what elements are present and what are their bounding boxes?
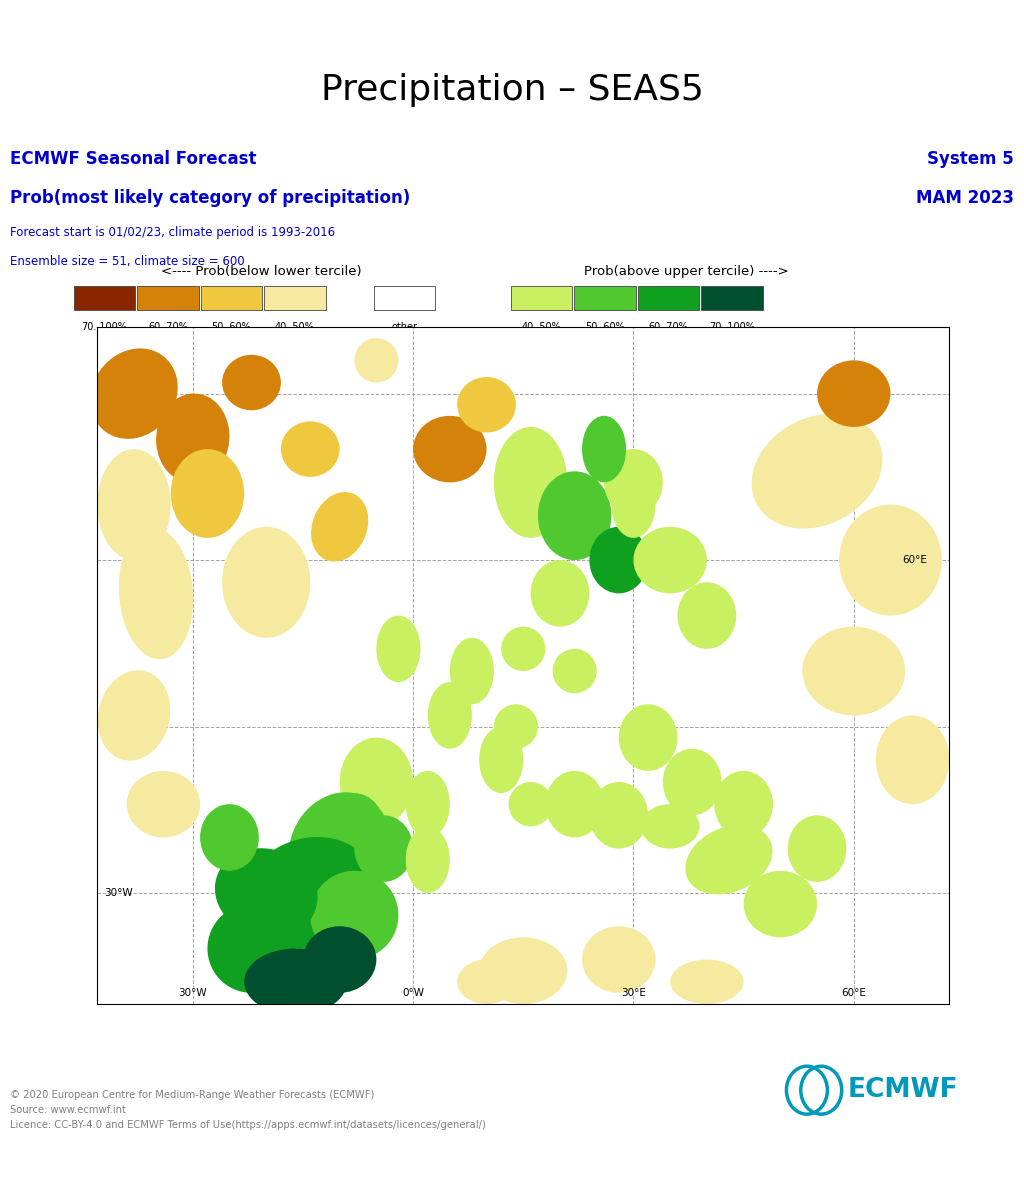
Text: ECMWF: ECMWF (848, 1077, 958, 1103)
Ellipse shape (222, 355, 281, 410)
Text: 30°E: 30°E (621, 988, 646, 998)
Ellipse shape (354, 338, 398, 382)
Ellipse shape (215, 848, 317, 938)
Ellipse shape (538, 471, 611, 561)
Ellipse shape (119, 527, 194, 659)
Ellipse shape (311, 492, 369, 562)
Ellipse shape (479, 937, 567, 1004)
Ellipse shape (156, 393, 229, 483)
Text: 30°W: 30°W (104, 888, 133, 898)
Bar (574, 286, 636, 310)
Ellipse shape (127, 770, 200, 837)
Ellipse shape (340, 738, 413, 827)
Ellipse shape (501, 627, 546, 671)
Bar (264, 286, 326, 310)
Text: other: other (391, 322, 418, 332)
Text: 40..50%: 40..50% (522, 322, 561, 332)
Ellipse shape (281, 422, 340, 477)
Ellipse shape (714, 770, 773, 837)
Text: 50..60%: 50..60% (586, 322, 625, 332)
Ellipse shape (310, 871, 398, 960)
Ellipse shape (479, 726, 523, 793)
Ellipse shape (553, 649, 597, 694)
Ellipse shape (582, 926, 655, 993)
Ellipse shape (743, 871, 817, 937)
Ellipse shape (303, 926, 377, 993)
Ellipse shape (413, 416, 486, 483)
Text: 50..60%: 50..60% (212, 322, 251, 332)
Ellipse shape (582, 416, 626, 483)
Ellipse shape (90, 349, 178, 438)
Ellipse shape (494, 704, 538, 749)
Ellipse shape (787, 816, 847, 882)
Ellipse shape (817, 361, 891, 426)
Text: 40..50%: 40..50% (275, 322, 314, 332)
Text: Ensemble size = 51, climate size = 600: Ensemble size = 51, climate size = 600 (10, 255, 245, 268)
Ellipse shape (494, 426, 567, 538)
Text: 60..70%: 60..70% (649, 322, 688, 332)
Ellipse shape (97, 449, 171, 561)
Ellipse shape (876, 715, 949, 804)
Bar (137, 286, 199, 310)
Text: MAM 2023: MAM 2023 (915, 189, 1014, 207)
Ellipse shape (406, 827, 450, 893)
Ellipse shape (590, 527, 648, 593)
Bar (701, 286, 763, 310)
Text: 60..70%: 60..70% (148, 322, 187, 332)
Ellipse shape (245, 837, 376, 949)
Text: 70..100%: 70..100% (82, 322, 127, 332)
Ellipse shape (678, 582, 736, 649)
Ellipse shape (663, 749, 722, 816)
Ellipse shape (590, 782, 648, 848)
Ellipse shape (641, 804, 699, 848)
Ellipse shape (634, 527, 707, 593)
Ellipse shape (803, 627, 905, 715)
Ellipse shape (530, 561, 590, 627)
Ellipse shape (354, 816, 413, 882)
Bar (511, 286, 572, 310)
Ellipse shape (377, 616, 421, 682)
Text: Prob(above upper tercile) ---->: Prob(above upper tercile) ----> (584, 266, 788, 278)
Text: 70..100%: 70..100% (710, 322, 755, 332)
Ellipse shape (685, 825, 772, 895)
Ellipse shape (604, 449, 663, 515)
Ellipse shape (839, 504, 942, 616)
Ellipse shape (289, 792, 391, 904)
Text: ECMWF Seasonal Forecast: ECMWF Seasonal Forecast (10, 150, 257, 168)
Text: 60°E: 60°E (902, 555, 927, 565)
Ellipse shape (428, 682, 472, 749)
Text: System 5: System 5 (927, 150, 1014, 168)
Ellipse shape (509, 782, 553, 827)
Text: Forecast start is 01/02/23, climate period is 1993-2016: Forecast start is 01/02/23, climate peri… (10, 226, 336, 240)
Text: 30°W: 30°W (178, 988, 207, 998)
Ellipse shape (171, 449, 244, 538)
Bar (201, 286, 262, 310)
Text: © 2020 European Centre for Medium-Range Weather Forecasts (ECMWF)
Source: www.ec: © 2020 European Centre for Medium-Range … (10, 1090, 486, 1130)
Bar (74, 286, 135, 310)
Bar (638, 286, 699, 310)
Ellipse shape (406, 770, 450, 837)
Text: Precipitation – SEAS5: Precipitation – SEAS5 (321, 73, 703, 107)
Ellipse shape (457, 960, 516, 1004)
Ellipse shape (546, 770, 604, 837)
Text: Prob(most likely category of precipitation): Prob(most likely category of precipitati… (10, 189, 411, 207)
Text: <---- Prob(below lower tercile): <---- Prob(below lower tercile) (161, 266, 361, 278)
Ellipse shape (244, 949, 347, 1015)
Ellipse shape (618, 704, 678, 770)
Ellipse shape (670, 960, 743, 1004)
Ellipse shape (752, 415, 883, 528)
Ellipse shape (222, 527, 310, 637)
Ellipse shape (611, 471, 655, 538)
Text: 60°E: 60°E (842, 988, 866, 998)
Ellipse shape (97, 670, 170, 761)
Ellipse shape (200, 804, 259, 871)
Text: 0°W: 0°W (402, 988, 424, 998)
Ellipse shape (208, 904, 296, 993)
Ellipse shape (325, 793, 384, 860)
Bar (374, 286, 435, 310)
Ellipse shape (457, 377, 516, 432)
Ellipse shape (450, 637, 494, 704)
